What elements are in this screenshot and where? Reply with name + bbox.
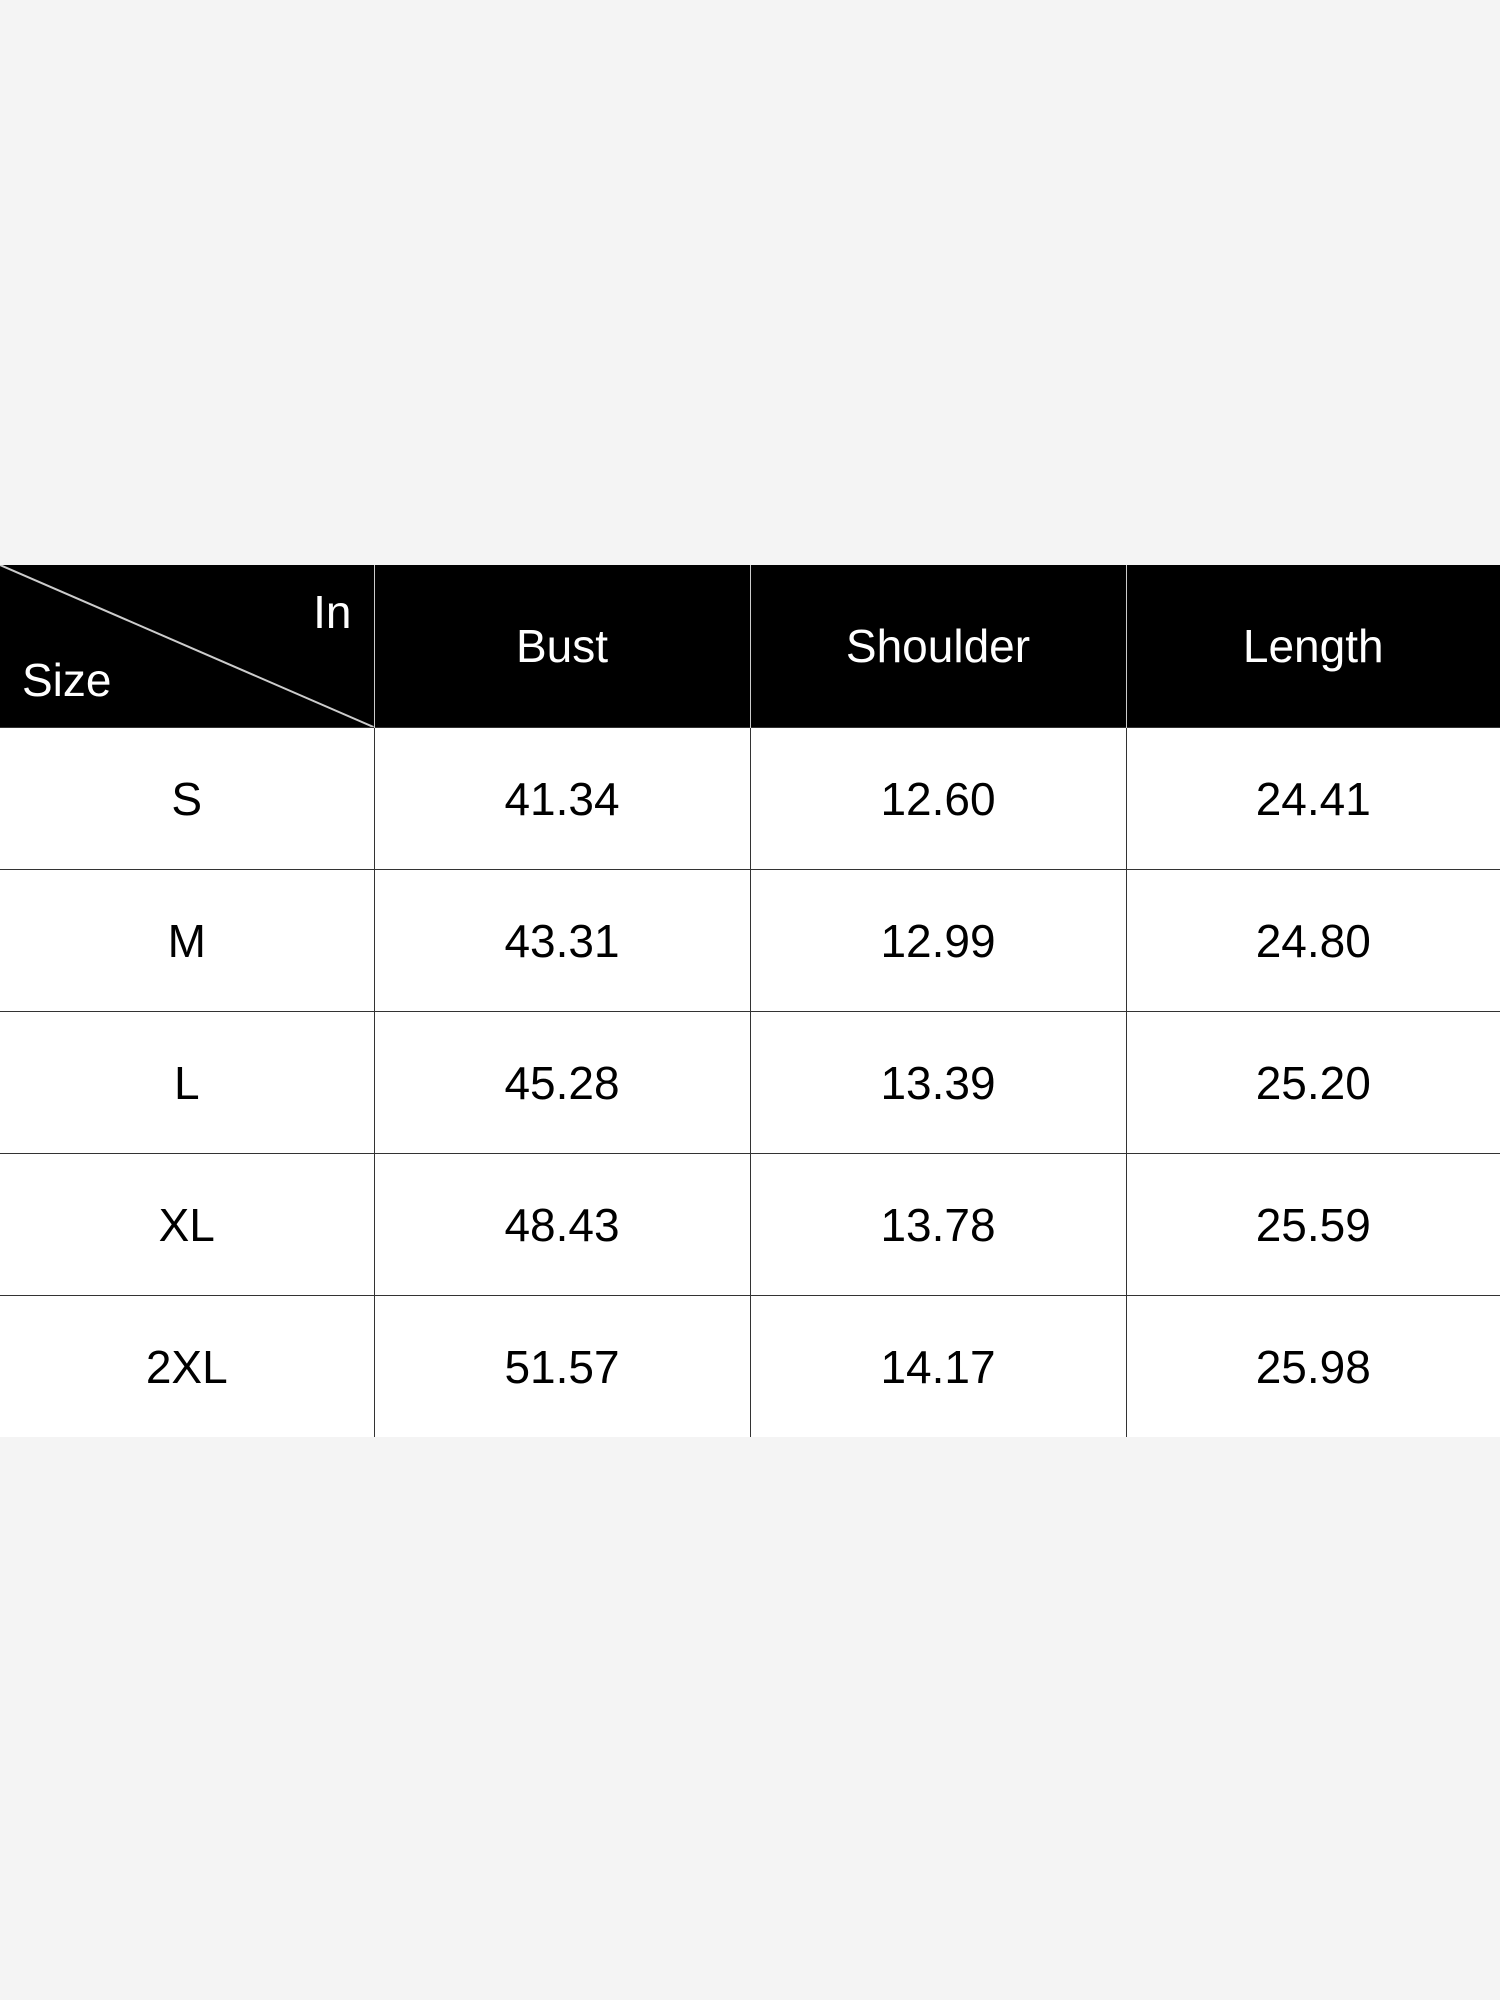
length-cell: 24.80 (1125, 869, 1500, 1012)
bust-cell: 48.43 (373, 1153, 751, 1296)
size-label: Size (22, 654, 112, 706)
length-cell: 25.59 (1125, 1153, 1500, 1296)
shoulder-cell: 13.39 (749, 1011, 1127, 1154)
table-row: XL 48.43 13.78 25.59 (0, 1153, 1500, 1296)
shoulder-cell: 13.78 (749, 1153, 1127, 1296)
unit-label: In (313, 586, 352, 638)
size-cell: M (0, 869, 375, 1012)
bust-cell: 41.34 (373, 727, 751, 870)
shoulder-cell: 12.60 (749, 727, 1127, 870)
size-chart-table: In Size Bust Shoulder Length S 41.34 12.60… (0, 565, 1500, 1437)
table-row: S 41.34 12.60 24.41 (0, 727, 1500, 870)
corner-header-cell: In Size (0, 565, 375, 728)
header-bust: Bust (373, 565, 751, 728)
table-row: L 45.28 13.39 25.20 (0, 1011, 1500, 1154)
table-row: 2XL 51.57 14.17 25.98 (0, 1295, 1500, 1437)
header-shoulder: Shoulder (749, 565, 1127, 728)
header-length: Length (1125, 565, 1500, 728)
length-cell: 24.41 (1125, 727, 1500, 870)
size-cell: XL (0, 1153, 375, 1296)
size-cell: 2XL (0, 1295, 375, 1437)
shoulder-cell: 14.17 (749, 1295, 1127, 1437)
diagonal-divider (0, 565, 374, 727)
bust-cell: 45.28 (373, 1011, 751, 1154)
bust-cell: 51.57 (373, 1295, 751, 1437)
size-cell: S (0, 727, 375, 870)
header-row: In Size Bust Shoulder Length (0, 565, 1500, 728)
shoulder-cell: 12.99 (749, 869, 1127, 1012)
length-cell: 25.98 (1125, 1295, 1500, 1437)
table-row: M 43.31 12.99 24.80 (0, 869, 1500, 1012)
bust-cell: 43.31 (373, 869, 751, 1012)
length-cell: 25.20 (1125, 1011, 1500, 1154)
size-cell: L (0, 1011, 375, 1154)
